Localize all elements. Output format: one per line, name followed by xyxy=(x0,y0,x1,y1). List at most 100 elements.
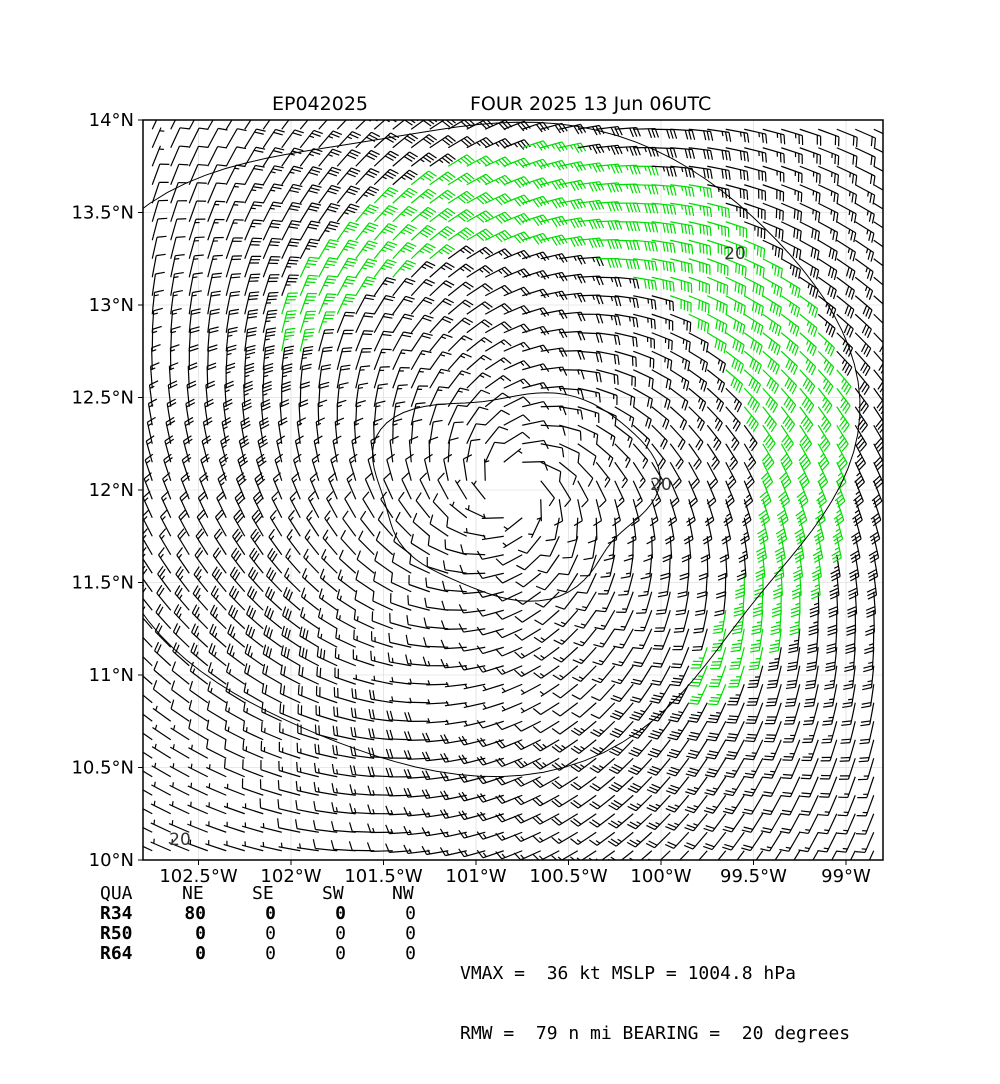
wind-barb xyxy=(693,610,707,633)
table-cell: 0 xyxy=(370,944,416,964)
wind-barb xyxy=(376,531,392,554)
wind-barb xyxy=(801,758,818,779)
wind-barb xyxy=(411,333,432,351)
wind-barb xyxy=(818,296,835,318)
wind-barb xyxy=(701,536,710,562)
table-cell: 0 xyxy=(160,924,206,944)
wind-barb xyxy=(800,185,820,203)
wind-barb xyxy=(448,438,458,462)
wind-barb xyxy=(170,744,189,758)
wind-barb xyxy=(800,148,821,165)
wind-barb xyxy=(371,676,393,684)
wind-barb xyxy=(389,633,411,647)
wind-barb xyxy=(387,454,395,481)
wind-barb xyxy=(855,259,873,281)
wind-barb xyxy=(818,832,837,852)
wind-barb xyxy=(356,570,374,591)
wind-barb xyxy=(763,277,782,297)
wind-barb xyxy=(332,764,355,777)
wind-barb xyxy=(448,371,470,388)
wind-barb xyxy=(314,801,337,814)
wind-barb xyxy=(459,604,485,613)
wind-barb xyxy=(208,291,221,314)
wind-barb xyxy=(283,607,301,629)
wind-barb xyxy=(554,610,577,626)
wind-barb xyxy=(763,333,780,355)
wind-barb xyxy=(855,240,873,261)
wind-barb xyxy=(338,570,356,592)
wind-barb xyxy=(781,240,801,259)
wind-barb xyxy=(301,607,319,629)
wind-barb xyxy=(483,684,504,691)
wind-barb xyxy=(772,592,781,617)
wind-barb xyxy=(411,534,430,555)
wind-barb xyxy=(536,573,559,590)
wind-barb xyxy=(874,296,890,319)
wind-barb xyxy=(152,763,171,777)
y-tick-label: 12.5°N xyxy=(71,388,134,409)
wind-barb xyxy=(224,784,245,795)
wind-barb xyxy=(666,777,689,794)
wind-barb xyxy=(578,444,596,466)
wind-barb xyxy=(300,275,318,295)
wind-barb xyxy=(226,220,243,241)
wind-barb xyxy=(762,777,781,797)
wind-barb xyxy=(430,420,443,443)
wind-barb xyxy=(405,731,430,740)
wind-barb xyxy=(171,128,190,148)
wind-barb xyxy=(612,647,633,666)
wind-barb xyxy=(445,701,467,706)
wind-barb xyxy=(838,777,855,798)
wind-barb xyxy=(151,782,170,795)
wind-barb xyxy=(227,663,245,684)
wind-barb xyxy=(171,146,189,166)
wind-barb xyxy=(317,647,337,666)
wind-barb xyxy=(282,184,303,203)
wind-barb xyxy=(464,528,486,536)
wind-barb xyxy=(337,312,355,332)
wind-barb xyxy=(485,410,509,425)
wind-barb xyxy=(411,351,431,370)
wind-barb xyxy=(188,783,208,796)
wind-barb xyxy=(680,555,689,580)
wind-barb xyxy=(541,462,561,481)
wind-barb xyxy=(781,314,799,336)
table-cell: R34 xyxy=(100,904,160,924)
wind-barb xyxy=(426,699,448,704)
wind-barb xyxy=(188,802,208,814)
wind-barb xyxy=(448,353,471,369)
wind-barb xyxy=(687,721,707,740)
wind-barb xyxy=(263,238,281,258)
table-cell: R50 xyxy=(100,924,160,944)
wind-barb xyxy=(300,239,319,259)
wind-barb xyxy=(818,129,839,146)
wind-barb xyxy=(242,841,263,850)
wind-barb xyxy=(763,740,781,760)
wind-barb xyxy=(297,418,306,444)
wind-barb xyxy=(413,513,430,536)
x-tick-label: 101°W xyxy=(445,866,506,887)
wind-barb xyxy=(263,220,282,240)
wind-barb xyxy=(689,388,706,411)
wind-barb xyxy=(684,851,707,867)
wind-barb xyxy=(559,444,579,463)
wind-barb xyxy=(780,814,800,833)
wind-barb xyxy=(559,462,576,485)
wind-barb xyxy=(819,795,837,815)
wind-barb xyxy=(260,842,281,851)
wind-barb xyxy=(522,364,549,372)
wind-barb xyxy=(265,606,282,629)
wind-barb xyxy=(522,308,549,317)
wind-barb xyxy=(735,573,744,598)
wind-barb xyxy=(393,314,414,333)
wind-barb xyxy=(263,664,282,684)
wind-barb xyxy=(485,442,504,462)
wind-barb xyxy=(731,629,745,652)
wind-barb xyxy=(726,721,745,741)
wind-barb xyxy=(356,295,376,314)
wind-barb xyxy=(282,148,304,166)
wind-barb xyxy=(245,644,263,666)
wind-barb xyxy=(319,240,339,259)
wind-barb xyxy=(775,536,785,562)
wind-barb xyxy=(689,166,712,179)
